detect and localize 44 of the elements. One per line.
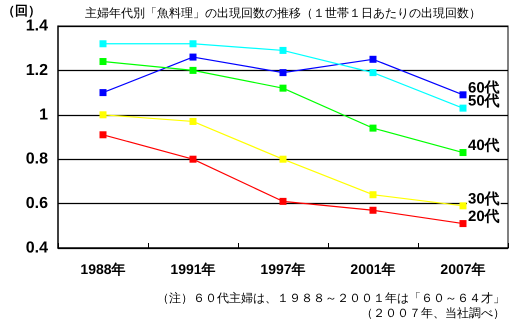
point (370, 56, 376, 63)
series-label: 20代 (468, 208, 500, 226)
series-label: 50代 (468, 92, 500, 110)
series-label: 40代 (468, 137, 500, 154)
chart-title: 主婦年代別「魚料理」の出現回数の推移（１世帯１日あたりの出現回数） (85, 6, 481, 20)
point (280, 84, 286, 92)
point (190, 40, 196, 48)
point (460, 202, 466, 210)
x-tick-label: 2001年 (350, 261, 396, 277)
point (100, 40, 106, 48)
y-axis-title: （回） (2, 3, 41, 18)
point (460, 220, 466, 228)
x-tick-label: 1988年 (80, 261, 126, 277)
y-tick-label: 1.4 (26, 18, 48, 34)
x-tick-label: 2007年 (440, 261, 486, 277)
point (280, 198, 286, 205)
point (190, 66, 196, 74)
point (100, 131, 106, 138)
point (100, 58, 106, 66)
text: （２００７年、当社調べ） (361, 306, 505, 320)
x-tick-label: 1997年 (260, 261, 306, 277)
y-tick-label: 1 (39, 106, 48, 124)
series-label: 30代 (468, 190, 500, 208)
x-tick-label: 1991年 (170, 261, 216, 277)
point (190, 54, 196, 61)
point (190, 156, 196, 163)
point (460, 104, 466, 112)
y-tick-label: 0.8 (26, 150, 48, 168)
point (280, 46, 286, 54)
point (100, 111, 106, 118)
point (370, 206, 376, 214)
point (370, 191, 376, 198)
point (370, 124, 376, 132)
point (280, 156, 286, 163)
point (460, 149, 466, 156)
point (100, 89, 106, 96)
y-tick-label: 1.2 (26, 62, 48, 79)
point (370, 69, 376, 76)
point (460, 91, 466, 98)
point (280, 69, 286, 76)
y-tick-label: 0.4 (26, 240, 48, 256)
point (190, 118, 196, 125)
text: （注）６０代主婦は、１９８８～２００１年は「６０～６４才」 (157, 291, 505, 305)
y-tick-label: 0.6 (26, 195, 48, 212)
